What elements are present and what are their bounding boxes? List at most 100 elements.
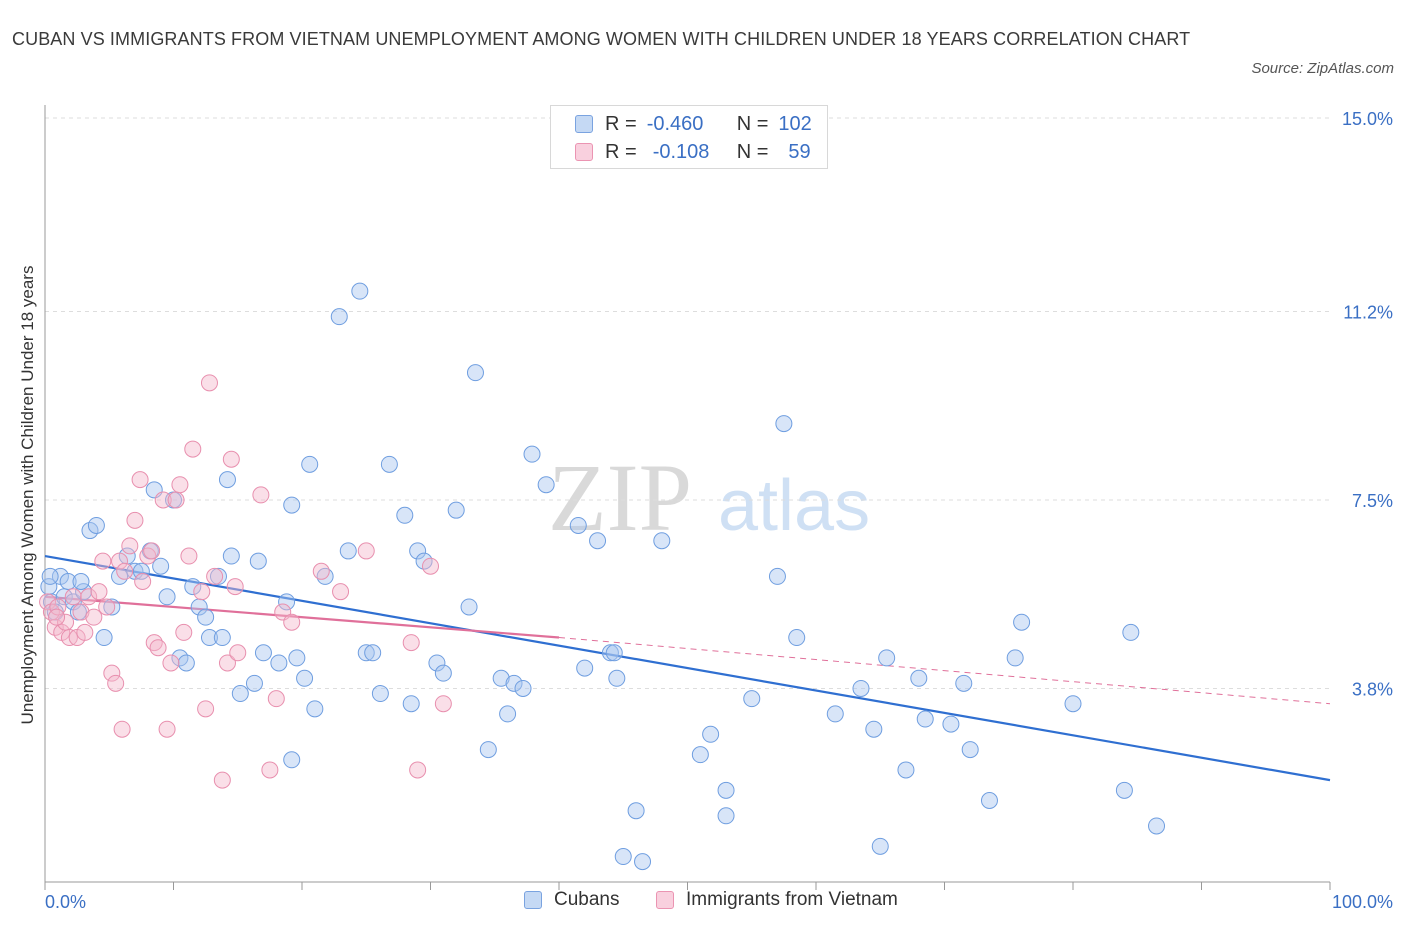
cubans-point — [608, 669, 626, 687]
data-points — [39, 282, 1166, 871]
cubans-point — [249, 552, 267, 570]
vietnam-point — [121, 537, 139, 555]
cubans-point — [270, 654, 288, 672]
cubans-point — [434, 664, 452, 682]
vietnam-point — [434, 695, 452, 713]
vietnam-point — [162, 654, 180, 672]
cubans-point — [897, 761, 915, 779]
cubans-point — [1064, 695, 1082, 713]
cubans-point — [245, 674, 263, 692]
cubans-point — [301, 455, 319, 473]
legend-row-vietnam: R = -0.108 N = 59 — [575, 140, 811, 164]
cubans-point — [306, 700, 324, 718]
cubans-point — [523, 445, 541, 463]
cubans-point — [409, 542, 427, 560]
vietnam-point — [154, 491, 172, 509]
vietnam-point — [252, 486, 270, 504]
cubans-point — [505, 674, 523, 692]
series-legend-cubans: Cubans — [524, 889, 620, 911]
vietnam-point — [158, 720, 176, 738]
vietnam-point — [357, 542, 375, 560]
vietnam-point — [143, 542, 161, 560]
cubans-point — [537, 476, 555, 494]
cubans-point — [87, 516, 105, 534]
cubans-point — [871, 837, 889, 855]
vietnam-point — [402, 634, 420, 652]
watermark-zip: ZIP — [548, 444, 692, 551]
cubans-point — [396, 506, 414, 524]
cubans-point — [788, 629, 806, 647]
cubans-point — [288, 649, 306, 667]
cubans-point — [231, 685, 249, 703]
vietnam-point — [267, 690, 285, 708]
trend-lines — [44, 554, 1331, 782]
cubans-point — [499, 705, 517, 723]
cubans-point — [283, 496, 301, 514]
cubans-point — [184, 578, 202, 596]
cubans-point — [852, 679, 870, 697]
cubans-point — [961, 741, 979, 759]
cubans-point — [717, 781, 735, 799]
cubans-point — [278, 593, 296, 611]
legend-n-label: N = — [736, 140, 769, 163]
cubans-point — [111, 567, 129, 585]
vietnam-point — [193, 583, 211, 601]
vietnam-point — [180, 547, 198, 565]
vietnam-point — [167, 491, 185, 509]
vietnam-point — [64, 588, 82, 606]
legend-swatch-cubans — [575, 115, 593, 133]
vietnam-point — [213, 771, 231, 789]
legend-r-value-cubans: -0.460 — [646, 112, 704, 135]
cubans-point — [59, 572, 77, 590]
cubans-point — [95, 629, 113, 647]
cubans-point — [878, 649, 896, 667]
cubans-point — [351, 282, 369, 300]
cubans-point — [428, 654, 446, 672]
series-label-vietnam: Immigrants from Vietnam — [686, 889, 898, 910]
vietnam-point — [80, 588, 98, 606]
legend-r-label: R = — [605, 112, 637, 135]
cubans-point — [197, 608, 215, 626]
cubans-point — [1006, 649, 1024, 667]
y-tick-label: 7.5% — [1352, 491, 1393, 511]
cubans-point — [103, 598, 121, 616]
cubans-point — [364, 644, 382, 662]
cubans-point — [653, 532, 671, 550]
vietnam-point — [113, 720, 131, 738]
series-label-cubans: Cubans — [554, 889, 620, 910]
axes — [44, 105, 1331, 890]
legend-swatch-vietnam — [575, 143, 593, 161]
series-swatch-cubans — [524, 891, 542, 909]
cubans-point — [614, 848, 632, 866]
cubans-point — [283, 751, 301, 769]
cubans-point — [569, 516, 587, 534]
cubans-point — [447, 501, 465, 519]
cubans-point — [218, 471, 236, 489]
chart-title: CUBAN VS IMMIGRANTS FROM VIETNAM UNEMPLO… — [12, 29, 1191, 49]
vietnam-point — [261, 761, 279, 779]
vietnam-point — [222, 450, 240, 468]
cubans-point — [743, 690, 761, 708]
vietnam-point — [197, 700, 215, 718]
series-swatch-vietnam — [656, 891, 674, 909]
y-tick-label: 11.2% — [1343, 303, 1393, 323]
vietnam-point — [126, 511, 144, 529]
vietnam-point — [149, 639, 167, 657]
vietnam-point — [131, 471, 149, 489]
vietnam-point — [226, 578, 244, 596]
vietnam-point — [107, 674, 125, 692]
cubans-point — [942, 715, 960, 733]
tick-labels: 3.8% 7.5% 11.2% 15.0% 0.0% 100.0% — [45, 109, 1393, 912]
vietnam-point — [175, 623, 193, 641]
cubans-point — [1148, 817, 1166, 835]
cubans-point — [402, 695, 420, 713]
vietnam-point — [229, 644, 247, 662]
cubans-point — [200, 629, 218, 647]
vietnam-point — [90, 583, 108, 601]
cubans-point — [768, 567, 786, 585]
cubans-point — [865, 720, 883, 738]
vietnam-point — [409, 761, 427, 779]
cubans-point — [75, 583, 93, 601]
cubans-point — [296, 669, 314, 687]
